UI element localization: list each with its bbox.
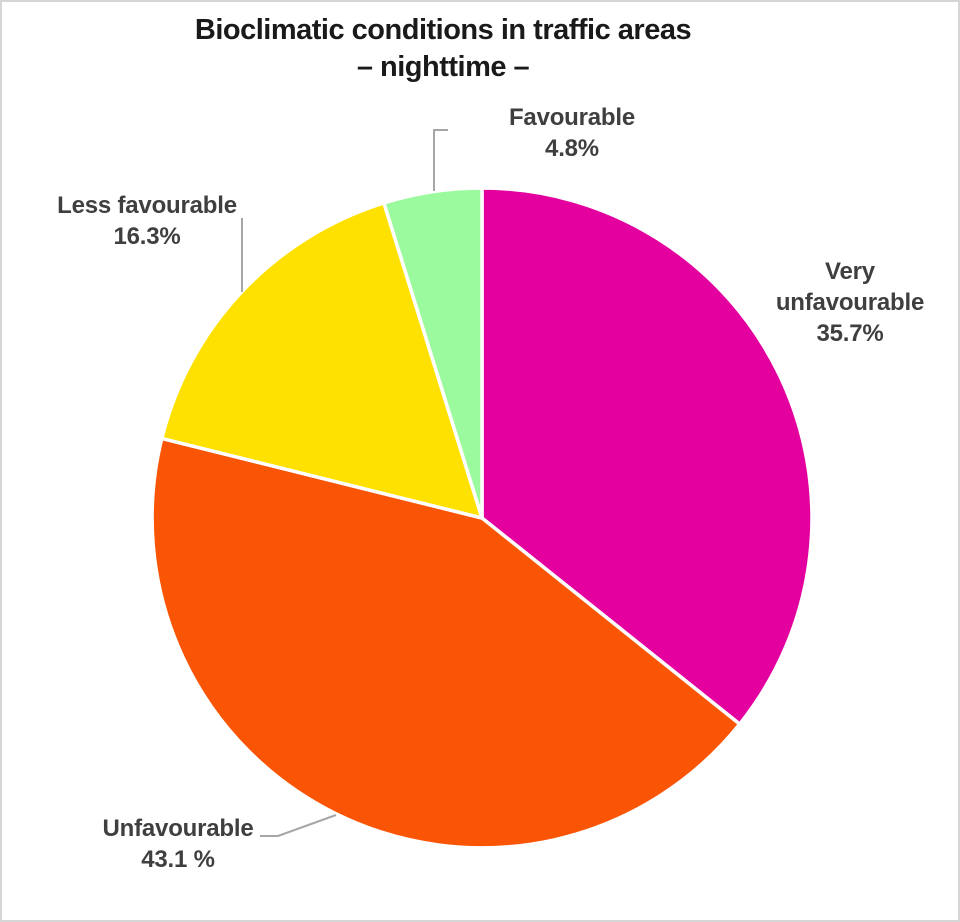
pie-slice-unfavourable — [150, 436, 742, 850]
slice-label-text: Favourable — [508, 104, 636, 131]
chart-title-line2: – nighttime – — [356, 51, 530, 83]
slice-value-text: 4.8% — [545, 135, 599, 162]
slice-value-text: 43.1 % — [141, 846, 215, 873]
leader-line-favourable — [433, 129, 448, 191]
slice-value-text: 35.7% — [816, 320, 884, 347]
slice-label-favourable: Favourable 4.8% — [462, 102, 682, 164]
leader-line-unfavourable — [260, 814, 337, 837]
slice-value-text: 16.3% — [113, 223, 181, 250]
slice-label-very-unfavourable: Very unfavourable 35.7% — [762, 256, 938, 349]
slice-label-less-favourable: Less favourable 16.3% — [27, 190, 267, 252]
slice-label-text: Unfavourable — [102, 815, 254, 842]
slice-label-unfavourable: Unfavourable 43.1 % — [58, 813, 298, 875]
chart-title-line1: Bioclimatic conditions in traffic areas — [194, 14, 692, 46]
chart-title: Bioclimatic conditions in traffic areas … — [2, 12, 884, 86]
pie-slice-favourable — [382, 186, 484, 520]
slice-label-text: Less favourable — [57, 192, 237, 219]
slice-label-text: Very unfavourable — [775, 258, 925, 316]
pie-slice-very-unfavourable — [480, 186, 814, 726]
